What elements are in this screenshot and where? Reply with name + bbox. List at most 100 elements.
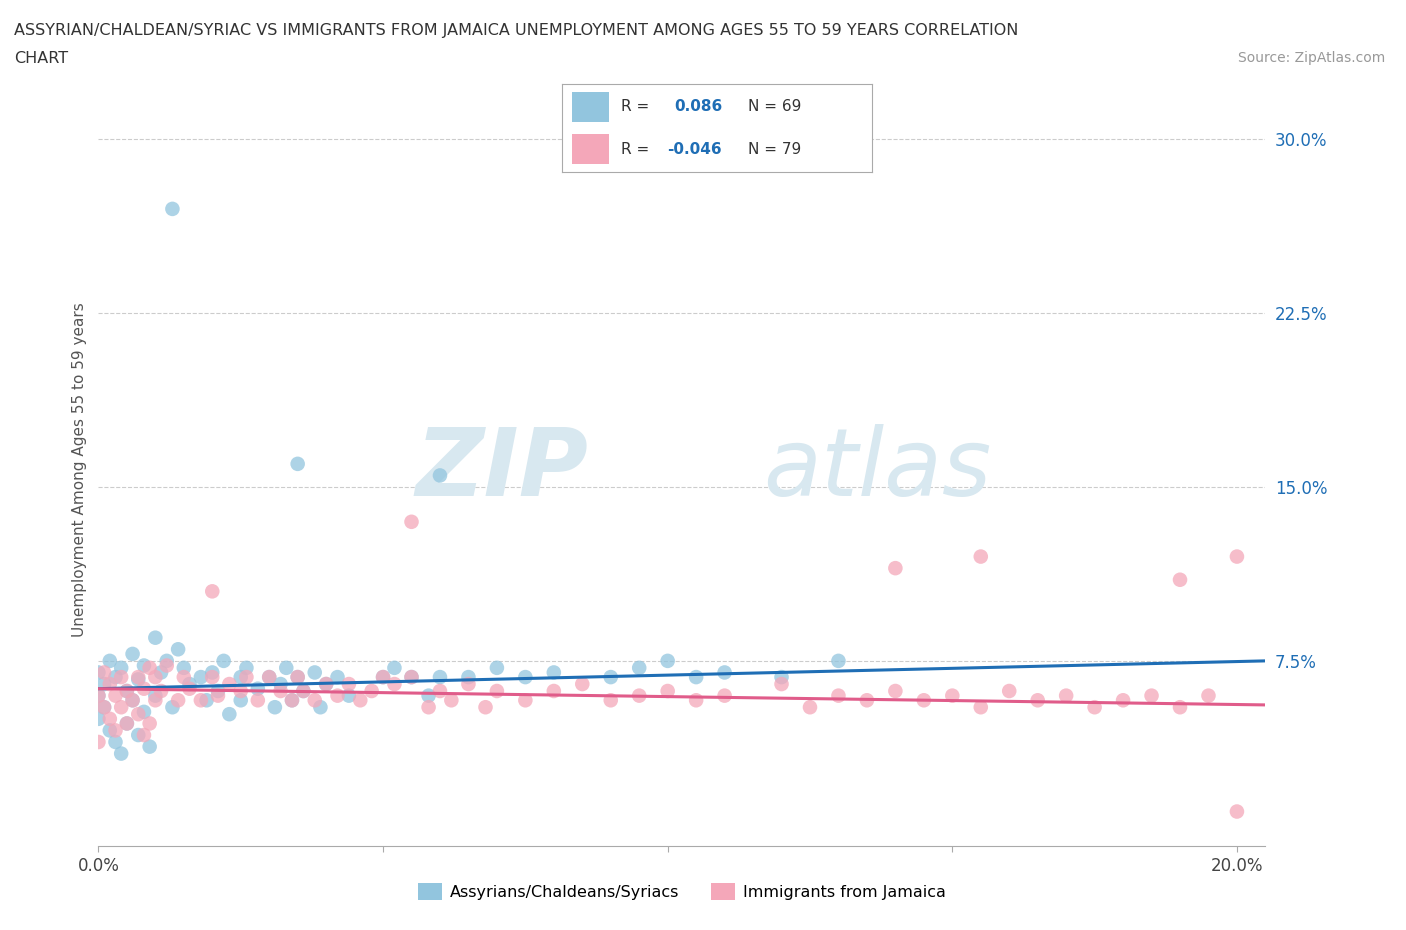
FancyBboxPatch shape — [572, 134, 609, 164]
Point — [87, 665, 110, 680]
Point — [93, 677, 115, 692]
Point — [167, 642, 190, 657]
Point — [179, 682, 201, 697]
Point — [167, 693, 190, 708]
Point — [599, 670, 621, 684]
Point — [229, 684, 252, 698]
Point — [304, 665, 326, 680]
Point — [270, 677, 292, 692]
Point — [418, 699, 440, 714]
Point — [856, 693, 879, 708]
Text: N = 79: N = 79 — [748, 141, 801, 156]
Point — [337, 688, 360, 703]
Point — [127, 672, 149, 687]
Point — [93, 665, 115, 680]
Point — [384, 677, 406, 692]
Point — [127, 670, 149, 684]
Point — [1198, 688, 1220, 703]
Point — [207, 684, 229, 698]
Point — [912, 693, 935, 708]
Point — [98, 677, 121, 692]
Point — [132, 658, 155, 673]
Point — [143, 688, 166, 703]
Point — [150, 665, 173, 680]
Point — [150, 684, 173, 698]
Point — [474, 699, 496, 714]
Point — [104, 670, 127, 684]
Point — [246, 693, 269, 708]
Point — [156, 658, 179, 673]
Point — [287, 457, 309, 472]
Point — [1168, 572, 1191, 587]
Point — [104, 688, 127, 703]
Point — [970, 549, 993, 564]
Point — [132, 704, 155, 719]
Text: R =: R = — [621, 141, 650, 156]
Point — [713, 665, 735, 680]
Point — [138, 739, 160, 754]
Point — [457, 677, 479, 692]
Point — [138, 716, 160, 731]
Point — [235, 670, 257, 684]
Text: CHART: CHART — [14, 51, 67, 66]
Point — [628, 688, 651, 703]
Point — [93, 699, 115, 714]
Point — [1026, 693, 1049, 708]
Point — [115, 716, 138, 731]
Point — [1084, 699, 1107, 714]
Text: ZIP: ZIP — [416, 424, 589, 515]
Point — [326, 670, 349, 684]
Legend: Assyrians/Chaldeans/Syriacs, Immigrants from Jamaica: Assyrians/Chaldeans/Syriacs, Immigrants … — [412, 877, 952, 906]
Point — [515, 693, 537, 708]
Point — [162, 202, 184, 217]
Point — [104, 723, 127, 737]
Point — [229, 693, 252, 708]
Point — [190, 670, 212, 684]
Point — [115, 684, 138, 698]
Point — [246, 682, 269, 697]
Point — [229, 670, 252, 684]
Point — [485, 660, 508, 675]
Point — [571, 677, 593, 692]
Point — [770, 670, 793, 684]
Point — [276, 660, 298, 675]
Point — [195, 693, 218, 708]
Point — [884, 561, 907, 576]
Point — [98, 723, 121, 737]
Point — [457, 670, 479, 684]
Point — [360, 684, 382, 698]
Point — [337, 677, 360, 692]
Point — [1226, 549, 1249, 564]
Point — [110, 660, 132, 675]
Point — [326, 688, 349, 703]
Point — [440, 693, 463, 708]
Point — [121, 693, 143, 708]
Point — [87, 711, 110, 726]
Point — [429, 670, 451, 684]
Point — [1112, 693, 1135, 708]
Point — [309, 699, 332, 714]
Point — [257, 670, 280, 684]
Point — [998, 684, 1021, 698]
Point — [418, 688, 440, 703]
Point — [657, 684, 679, 698]
Point — [115, 716, 138, 731]
Point — [281, 693, 304, 708]
Text: Source: ZipAtlas.com: Source: ZipAtlas.com — [1237, 51, 1385, 65]
Point — [292, 684, 315, 698]
Text: N = 69: N = 69 — [748, 100, 801, 114]
Point — [127, 707, 149, 722]
Point — [970, 699, 993, 714]
FancyBboxPatch shape — [572, 92, 609, 122]
Point — [257, 670, 280, 684]
Point — [292, 684, 315, 698]
Point — [401, 670, 423, 684]
Point — [685, 670, 707, 684]
Point — [132, 727, 155, 742]
Point — [218, 677, 240, 692]
Point — [93, 699, 115, 714]
Point — [543, 665, 565, 680]
Text: 0.086: 0.086 — [673, 100, 723, 114]
Point — [138, 660, 160, 675]
Text: ASSYRIAN/CHALDEAN/SYRIAC VS IMMIGRANTS FROM JAMAICA UNEMPLOYMENT AMONG AGES 55 T: ASSYRIAN/CHALDEAN/SYRIAC VS IMMIGRANTS F… — [14, 23, 1018, 38]
